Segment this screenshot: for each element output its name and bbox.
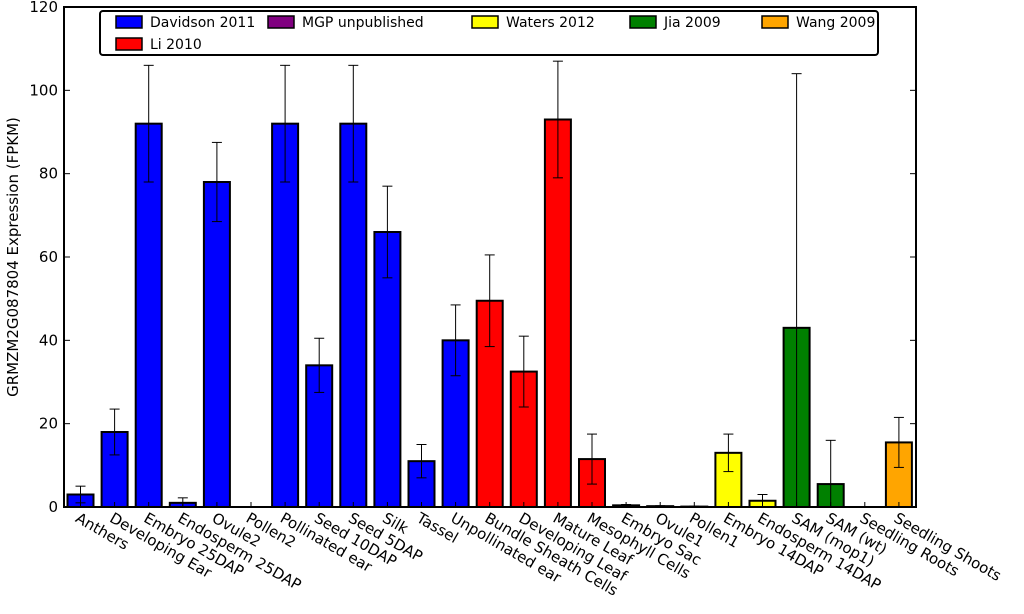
- legend: Davidson 2011 MGP unpublished Waters 2012 J…: [99, 10, 879, 56]
- error-bar: [143, 64, 154, 183]
- legend-label: Wang 2009: [796, 15, 875, 31]
- error-bar: [450, 304, 461, 377]
- error-bar: [416, 444, 427, 479]
- error-bar: [314, 337, 325, 393]
- error-bar: [382, 185, 393, 279]
- legend-label: Waters 2012: [506, 15, 595, 31]
- legend-swatch: [629, 15, 657, 29]
- legend-label: Davidson 2011: [150, 15, 255, 31]
- error-bar: [280, 64, 291, 183]
- error-bars-layer: [75, 60, 904, 508]
- legend-entry: Davidson 2011: [115, 15, 255, 31]
- y-tick-label: 40: [39, 331, 58, 349]
- error-bar: [723, 433, 734, 473]
- legend-label: Li 2010: [150, 37, 202, 53]
- legend-swatch: [267, 15, 295, 29]
- legend-swatch: [761, 15, 789, 29]
- error-bar: [109, 408, 120, 456]
- legend-swatch: [115, 15, 143, 29]
- legend-entry: Waters 2012: [471, 15, 595, 31]
- legend-entry: Wang 2009: [761, 15, 875, 31]
- y-tick-label: 100: [29, 81, 58, 99]
- bar-ovule2: [202, 181, 231, 508]
- error-bar: [552, 60, 563, 179]
- y-tick-label: 60: [39, 248, 58, 266]
- y-tick-label: 80: [39, 165, 58, 183]
- y-tick-label: 0: [48, 498, 58, 516]
- legend-swatch: [471, 15, 499, 29]
- error-bar: [518, 335, 529, 408]
- error-bar: [484, 254, 495, 348]
- error-bar: [893, 416, 904, 468]
- legend-entry: MGP unpublished: [267, 15, 424, 31]
- y-tick-label: 120: [29, 0, 58, 16]
- legend-label: Jia 2009: [663, 15, 721, 31]
- legend-entry: Jia 2009: [629, 15, 721, 31]
- error-bar: [587, 433, 597, 485]
- legend-entry: Li 2010: [115, 37, 202, 53]
- legend-label: MGP unpublished: [302, 15, 424, 31]
- error-bar: [211, 141, 222, 223]
- y-axis-label: GRMZM2G087804 Expression (FPKM): [4, 117, 22, 397]
- error-bar: [348, 64, 359, 183]
- y-axis: 0 20 40 60 80 100 120: [29, 0, 916, 516]
- y-tick-label: 20: [39, 415, 58, 433]
- legend-swatch: [115, 37, 143, 51]
